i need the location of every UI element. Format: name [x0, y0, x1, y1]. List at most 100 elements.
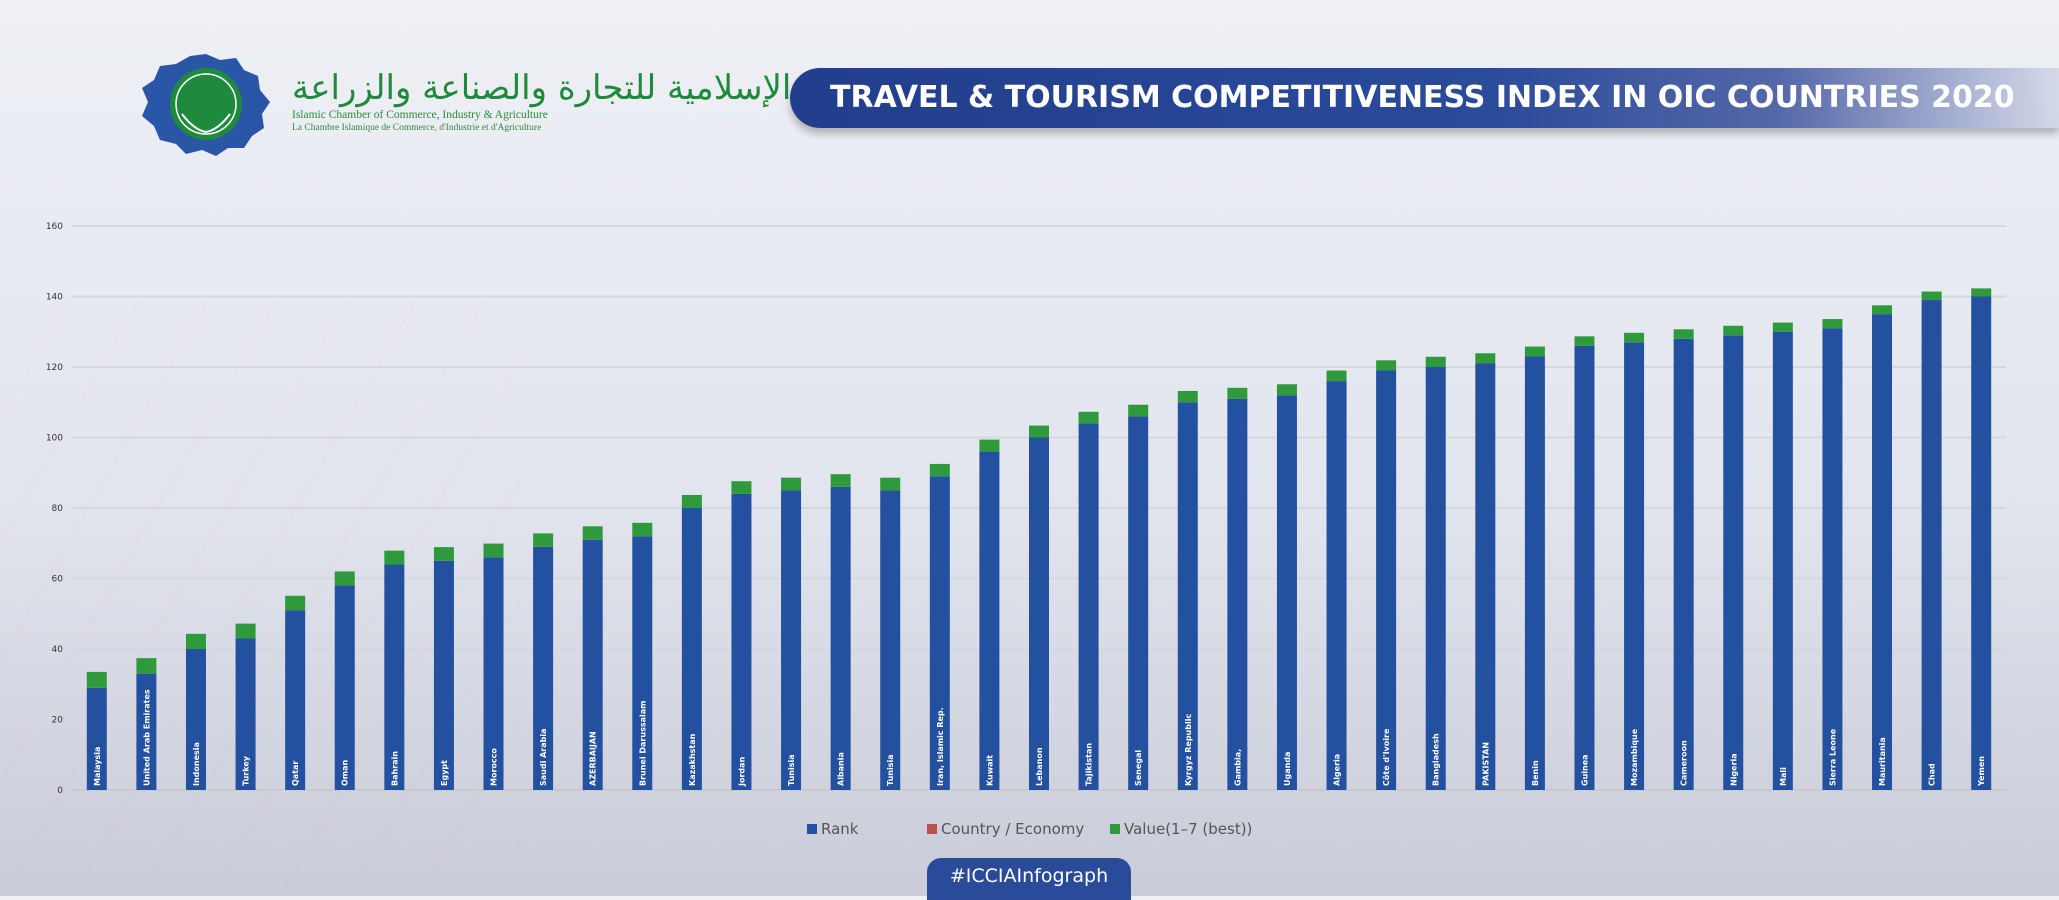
bar-value — [880, 477, 901, 491]
category-label: Kazakhstan — [688, 733, 697, 786]
bar-rank — [433, 560, 454, 790]
bar-rank — [681, 508, 702, 790]
bar-rank — [533, 546, 554, 790]
bar-value — [1029, 425, 1049, 438]
category-label: Yemen — [1977, 756, 1986, 787]
category-label: Turkey — [242, 755, 251, 786]
legend-item-rank: Rank — [807, 820, 858, 838]
background-pattern — [0, 300, 520, 896]
category-label: Sierra Leone — [1828, 728, 1837, 786]
logo-inner-ring — [175, 73, 237, 135]
bar-rank — [1574, 345, 1595, 790]
y-tick-label: 120 — [46, 363, 63, 373]
bar-value — [1723, 325, 1744, 336]
category-label: Mozambique — [1630, 728, 1639, 786]
category-label: Uganda — [1283, 752, 1292, 786]
bar-value — [1822, 319, 1843, 329]
bar-rank — [1524, 356, 1545, 790]
bar-value — [1772, 322, 1793, 332]
y-tick-label: 160 — [46, 222, 63, 232]
bar-rank — [979, 451, 1000, 790]
category-label: Iran, Islamic Rep. — [936, 707, 945, 786]
category-label: Saudi Arabia — [539, 728, 548, 786]
category-label: Chad — [1928, 763, 1937, 786]
category-label: Guinea — [1580, 754, 1589, 786]
category-label: Oman — [341, 759, 350, 786]
bar-value — [1227, 387, 1248, 399]
bar-value — [1177, 390, 1198, 403]
category-label: Algeria — [1333, 754, 1342, 786]
bar-value — [929, 463, 950, 477]
bars — [86, 288, 1992, 790]
bar-value — [1921, 291, 1942, 301]
bar-value — [781, 477, 802, 491]
bar-rank — [86, 687, 107, 790]
y-tick-label: 0 — [57, 786, 63, 796]
hashtag-badge: #ICCIAInfograph — [927, 858, 1131, 900]
bar-value — [334, 571, 355, 586]
logo-wreath — [181, 113, 231, 134]
category-label: Tunisia — [787, 754, 796, 786]
legend-item-country: Country / Economy — [927, 820, 1084, 838]
bar-value — [1624, 332, 1645, 343]
bar-rank — [1078, 423, 1099, 790]
category-label: Mauritania — [1878, 737, 1887, 786]
bar-value — [1128, 404, 1149, 417]
legend-swatch-country — [927, 824, 937, 834]
bar-value — [136, 658, 157, 674]
bar-rank — [1326, 381, 1347, 790]
category-label: Kuwait — [985, 755, 994, 786]
bar-rank — [731, 493, 752, 790]
bar-value — [582, 526, 603, 540]
bar-value — [1872, 305, 1893, 315]
legend-item-value: Value(1–7 (best)) — [1110, 820, 1252, 838]
chart-title: TRAVEL & TOURISM COMPETITIVENESS INDEX I… — [830, 80, 2015, 115]
bar-value — [1673, 329, 1694, 339]
legend-swatch-value — [1110, 824, 1120, 834]
category-label: Tunisia — [886, 754, 895, 786]
bar-rank — [830, 486, 851, 790]
bar-rank — [1822, 328, 1843, 790]
bar-value — [1276, 384, 1297, 396]
legend-label-value: Value(1–7 (best)) — [1124, 820, 1253, 838]
bar-value — [86, 671, 107, 688]
org-name-english: Islamic Chamber of Commerce, Industry & … — [292, 109, 548, 121]
bar-value — [731, 481, 752, 494]
category-label: PAKISTAN — [1481, 742, 1490, 786]
title-banner: TRAVEL & TOURISM COMPETITIVENESS INDEX I… — [790, 68, 2059, 128]
bar-rank — [582, 539, 603, 790]
bar-value — [483, 543, 504, 558]
category-labels: Malaysia United Arab Emirates Indonesia Tur… — [93, 689, 1986, 787]
bar-value — [1524, 346, 1545, 357]
y-tick-label: 20 — [52, 716, 64, 726]
bar-rank — [1425, 367, 1446, 790]
bar-rank — [1128, 416, 1149, 790]
bar-value — [384, 550, 405, 565]
bar-rank — [185, 649, 206, 790]
bar-rank — [334, 585, 355, 790]
category-label: Côte d'Ivoire — [1381, 728, 1391, 786]
bar-value — [1078, 411, 1099, 424]
bar-rank — [1376, 370, 1397, 790]
y-axis-ticks: 0 20 40 60 80 100 120 140 160 — [46, 222, 63, 796]
bar-value — [681, 494, 702, 508]
bar-rank — [632, 536, 653, 790]
bar-rank — [285, 610, 306, 790]
bar-rank — [1276, 395, 1297, 790]
category-label: United Arab Emirates — [142, 689, 151, 786]
y-tick-label: 100 — [46, 434, 63, 444]
category-label: Indonesia — [192, 742, 201, 786]
bar-rank — [781, 490, 802, 790]
bar-rank — [483, 557, 504, 790]
bar-rank — [384, 564, 405, 790]
category-label: Mali — [1779, 767, 1788, 786]
bar-rank — [235, 638, 256, 790]
legend-label-rank: Rank — [821, 820, 859, 838]
bar-value — [830, 474, 851, 487]
bar-rank — [1475, 363, 1496, 790]
category-label: Kyrgyz Republic — [1184, 714, 1193, 786]
legend-label-country: Country / Economy — [941, 820, 1085, 838]
y-tick-label: 140 — [46, 293, 63, 303]
bar-rank — [1772, 331, 1793, 790]
bar-rank — [880, 490, 901, 790]
